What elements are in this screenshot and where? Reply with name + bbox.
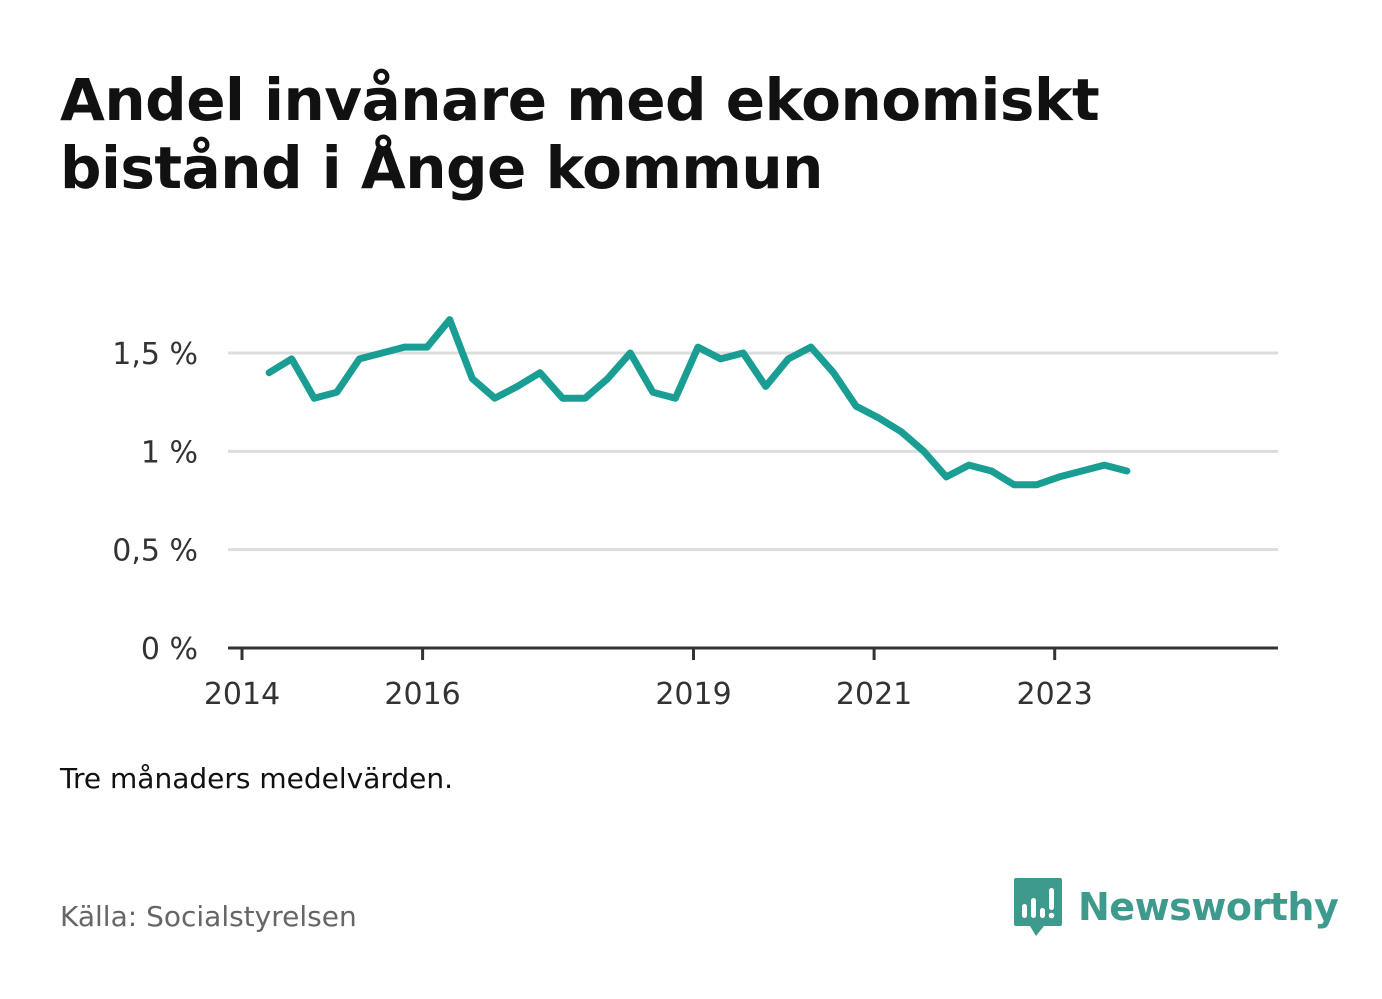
x-axis: 2014 2016 2019 2021 2023 bbox=[204, 646, 1278, 712]
x-tick-label: 2014 bbox=[204, 677, 280, 712]
x-tick-label: 2016 bbox=[384, 677, 460, 712]
newsworthy-logo-icon bbox=[1014, 878, 1062, 936]
series-line bbox=[265, 316, 1131, 489]
chart-title-line-1: Andel invånare med ekonomiskt bbox=[60, 66, 1100, 134]
y-tick-label: 1 % bbox=[141, 435, 198, 470]
brand-name: Newsworthy bbox=[1078, 885, 1339, 929]
x-tick-label: 2019 bbox=[655, 677, 731, 712]
chart-title: Andel invånare med ekonomiskt bistånd i … bbox=[60, 66, 1260, 202]
y-tick-label: 1,5 % bbox=[112, 337, 198, 372]
y-tick-label: 0,5 % bbox=[112, 534, 198, 569]
source-credit: Källa: Socialstyrelsen bbox=[60, 900, 357, 933]
x-tick-label: 2021 bbox=[836, 677, 912, 712]
chart-note: Tre månaders medelvärden. bbox=[60, 762, 454, 795]
grid-lines bbox=[228, 351, 1278, 552]
x-tick-label: 2023 bbox=[1017, 677, 1093, 712]
brand-logo: Newsworthy bbox=[1012, 876, 1339, 938]
series-layer bbox=[265, 316, 1131, 489]
chart-title-line-2: bistånd i Ånge kommun bbox=[60, 134, 823, 202]
y-tick-label: 0 % bbox=[141, 632, 198, 667]
y-axis: 0 % 0,5 % 1 % 1,5 % bbox=[112, 337, 198, 667]
line-chart: 0 % 0,5 % 1 % 1,5 % 2014 2016 2019 2021 2023 bbox=[112, 316, 1278, 712]
